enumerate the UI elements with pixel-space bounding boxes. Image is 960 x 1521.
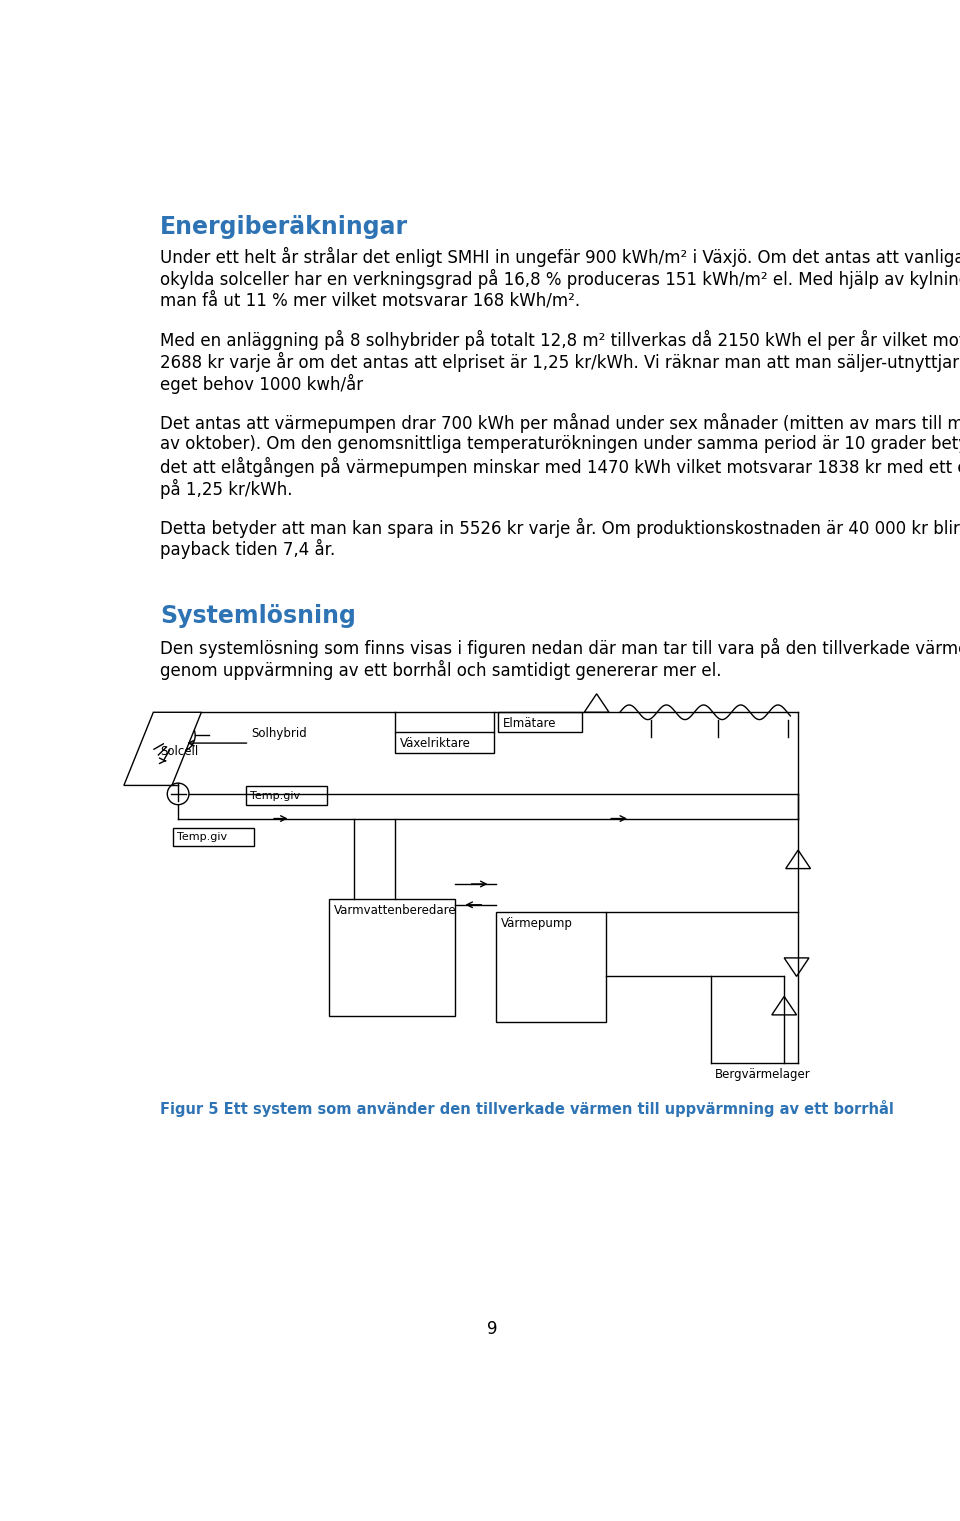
Text: Varmvattenberedare: Varmvattenberedare — [334, 903, 457, 917]
Text: på 1,25 kr/kWh.: på 1,25 kr/kWh. — [160, 479, 293, 499]
Polygon shape — [396, 732, 494, 753]
Text: 9: 9 — [487, 1320, 497, 1338]
Polygon shape — [498, 712, 582, 732]
Text: genom uppvärmning av ett borrhål och samtidigt genererar mer el.: genom uppvärmning av ett borrhål och sam… — [160, 660, 722, 680]
Text: Det antas att värmepumpen drar 700 kWh per månad under sex månader (mitten av ma: Det antas att värmepumpen drar 700 kWh p… — [160, 412, 960, 433]
Polygon shape — [124, 712, 202, 785]
Polygon shape — [173, 827, 254, 846]
Text: Elmätare: Elmätare — [503, 716, 557, 730]
Text: Systemlösning: Systemlösning — [160, 604, 356, 628]
Text: Värmepump: Värmepump — [500, 917, 572, 931]
Text: Detta betyder att man kan spara in 5526 kr varje år. Om produktionskostnaden är : Detta betyder att man kan spara in 5526 … — [160, 517, 960, 537]
Text: Den systemlösning som finns visas i figuren nedan där man tar till vara på den t: Den systemlösning som finns visas i figu… — [160, 637, 960, 657]
Text: av oktober). Om den genomsnittliga temperaturökningen under samma period är 10 g: av oktober). Om den genomsnittliga tempe… — [160, 435, 960, 453]
Text: Solcell: Solcell — [160, 745, 199, 759]
Text: Solhybrid: Solhybrid — [252, 727, 307, 741]
Text: Energiberäkningar: Energiberäkningar — [160, 214, 408, 239]
Text: Med en anläggning på 8 solhybrider på totalt 12,8 m² tillverkas då 2150 kWh el p: Med en anläggning på 8 solhybrider på to… — [160, 330, 960, 350]
Text: payback tiden 7,4 år.: payback tiden 7,4 år. — [160, 540, 336, 560]
Text: Temp.giv: Temp.giv — [251, 791, 300, 802]
Text: Växelriktare: Växelriktare — [399, 736, 470, 750]
Text: okylda solceller har en verkningsgrad på 16,8 % produceras 151 kWh/m² el. Med hj: okylda solceller har en verkningsgrad på… — [160, 269, 960, 289]
Polygon shape — [329, 899, 455, 1016]
Text: det att elåtgången på värmepumpen minskar med 1470 kWh vilket motsvarar 1838 kr : det att elåtgången på värmepumpen minska… — [160, 456, 960, 476]
Text: Bergvärmelager: Bergvärmelager — [715, 1068, 811, 1081]
Text: Figur 5 Ett system som använder den tillverkade värmen till uppvärmning av ett b: Figur 5 Ett system som använder den till… — [160, 1100, 894, 1116]
Polygon shape — [246, 786, 327, 805]
Text: man få ut 11 % mer vilket motsvarar 168 kWh/m².: man få ut 11 % mer vilket motsvarar 168 … — [160, 291, 581, 309]
Polygon shape — [496, 913, 606, 1022]
Text: Under ett helt år strålar det enligt SMHI in ungefär 900 kWh/m² i Växjö. Om det : Under ett helt år strålar det enligt SMH… — [160, 248, 960, 268]
Text: 2688 kr varje år om det antas att elpriset är 1,25 kr/kWh. Vi räknar man att man: 2688 kr varje år om det antas att elpris… — [160, 351, 960, 373]
Text: Temp.giv: Temp.giv — [178, 832, 228, 843]
Text: eget behov 1000 kwh/år: eget behov 1000 kwh/år — [160, 374, 364, 394]
